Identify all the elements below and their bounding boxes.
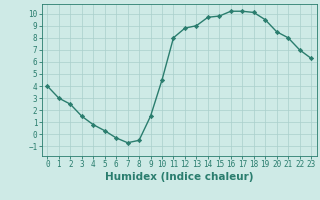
- X-axis label: Humidex (Indice chaleur): Humidex (Indice chaleur): [105, 172, 253, 182]
